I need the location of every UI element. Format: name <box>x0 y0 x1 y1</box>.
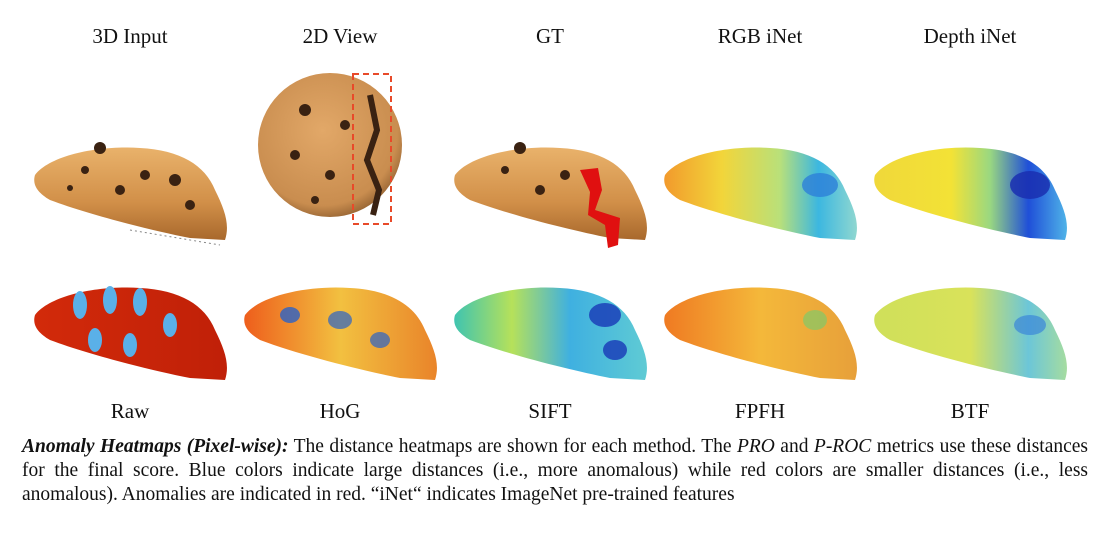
label-depth-inet: Depth iNet <box>923 24 1017 48</box>
caption-part3: metrics use these distances for the fina… <box>22 436 1089 505</box>
heatmap-btf <box>874 287 1067 380</box>
heatmap-raw <box>34 286 227 380</box>
label-raw: Raw <box>110 399 150 423</box>
heatmap-sift <box>454 287 647 380</box>
label-sift: SIFT <box>528 399 572 423</box>
caption-part1: The distance heatmaps are shown for each… <box>288 436 737 457</box>
label-gt: GT <box>536 24 564 48</box>
heatmap-fpfh <box>664 287 857 380</box>
caption-title: Anomaly Heatmaps (Pixel-wise): <box>22 436 289 457</box>
label-fpfh: FPFH <box>734 399 786 423</box>
cookie-2d-view <box>258 73 402 225</box>
label-rgb-inet: RGB iNet <box>717 24 803 48</box>
label-hog: HoG <box>319 399 361 423</box>
figure-caption: Anomaly Heatmaps (Pixel-wise): The dista… <box>22 435 1088 507</box>
caption-proc: P-ROC <box>813 436 872 457</box>
label-2d-view: 2D View <box>302 24 378 48</box>
label-btf: BTF <box>950 399 990 423</box>
caption-pro: PRO <box>736 436 775 457</box>
heatmap-depth-inet <box>874 147 1067 240</box>
anomaly-box <box>352 73 392 225</box>
caption-part2: and <box>774 436 814 457</box>
cookie-gt <box>454 142 647 248</box>
label-3d-input: 3D Input <box>92 24 168 48</box>
heatmap-hog <box>244 287 437 380</box>
cookie-3d-input <box>34 142 227 246</box>
heatmap-rgb-inet <box>664 147 857 240</box>
